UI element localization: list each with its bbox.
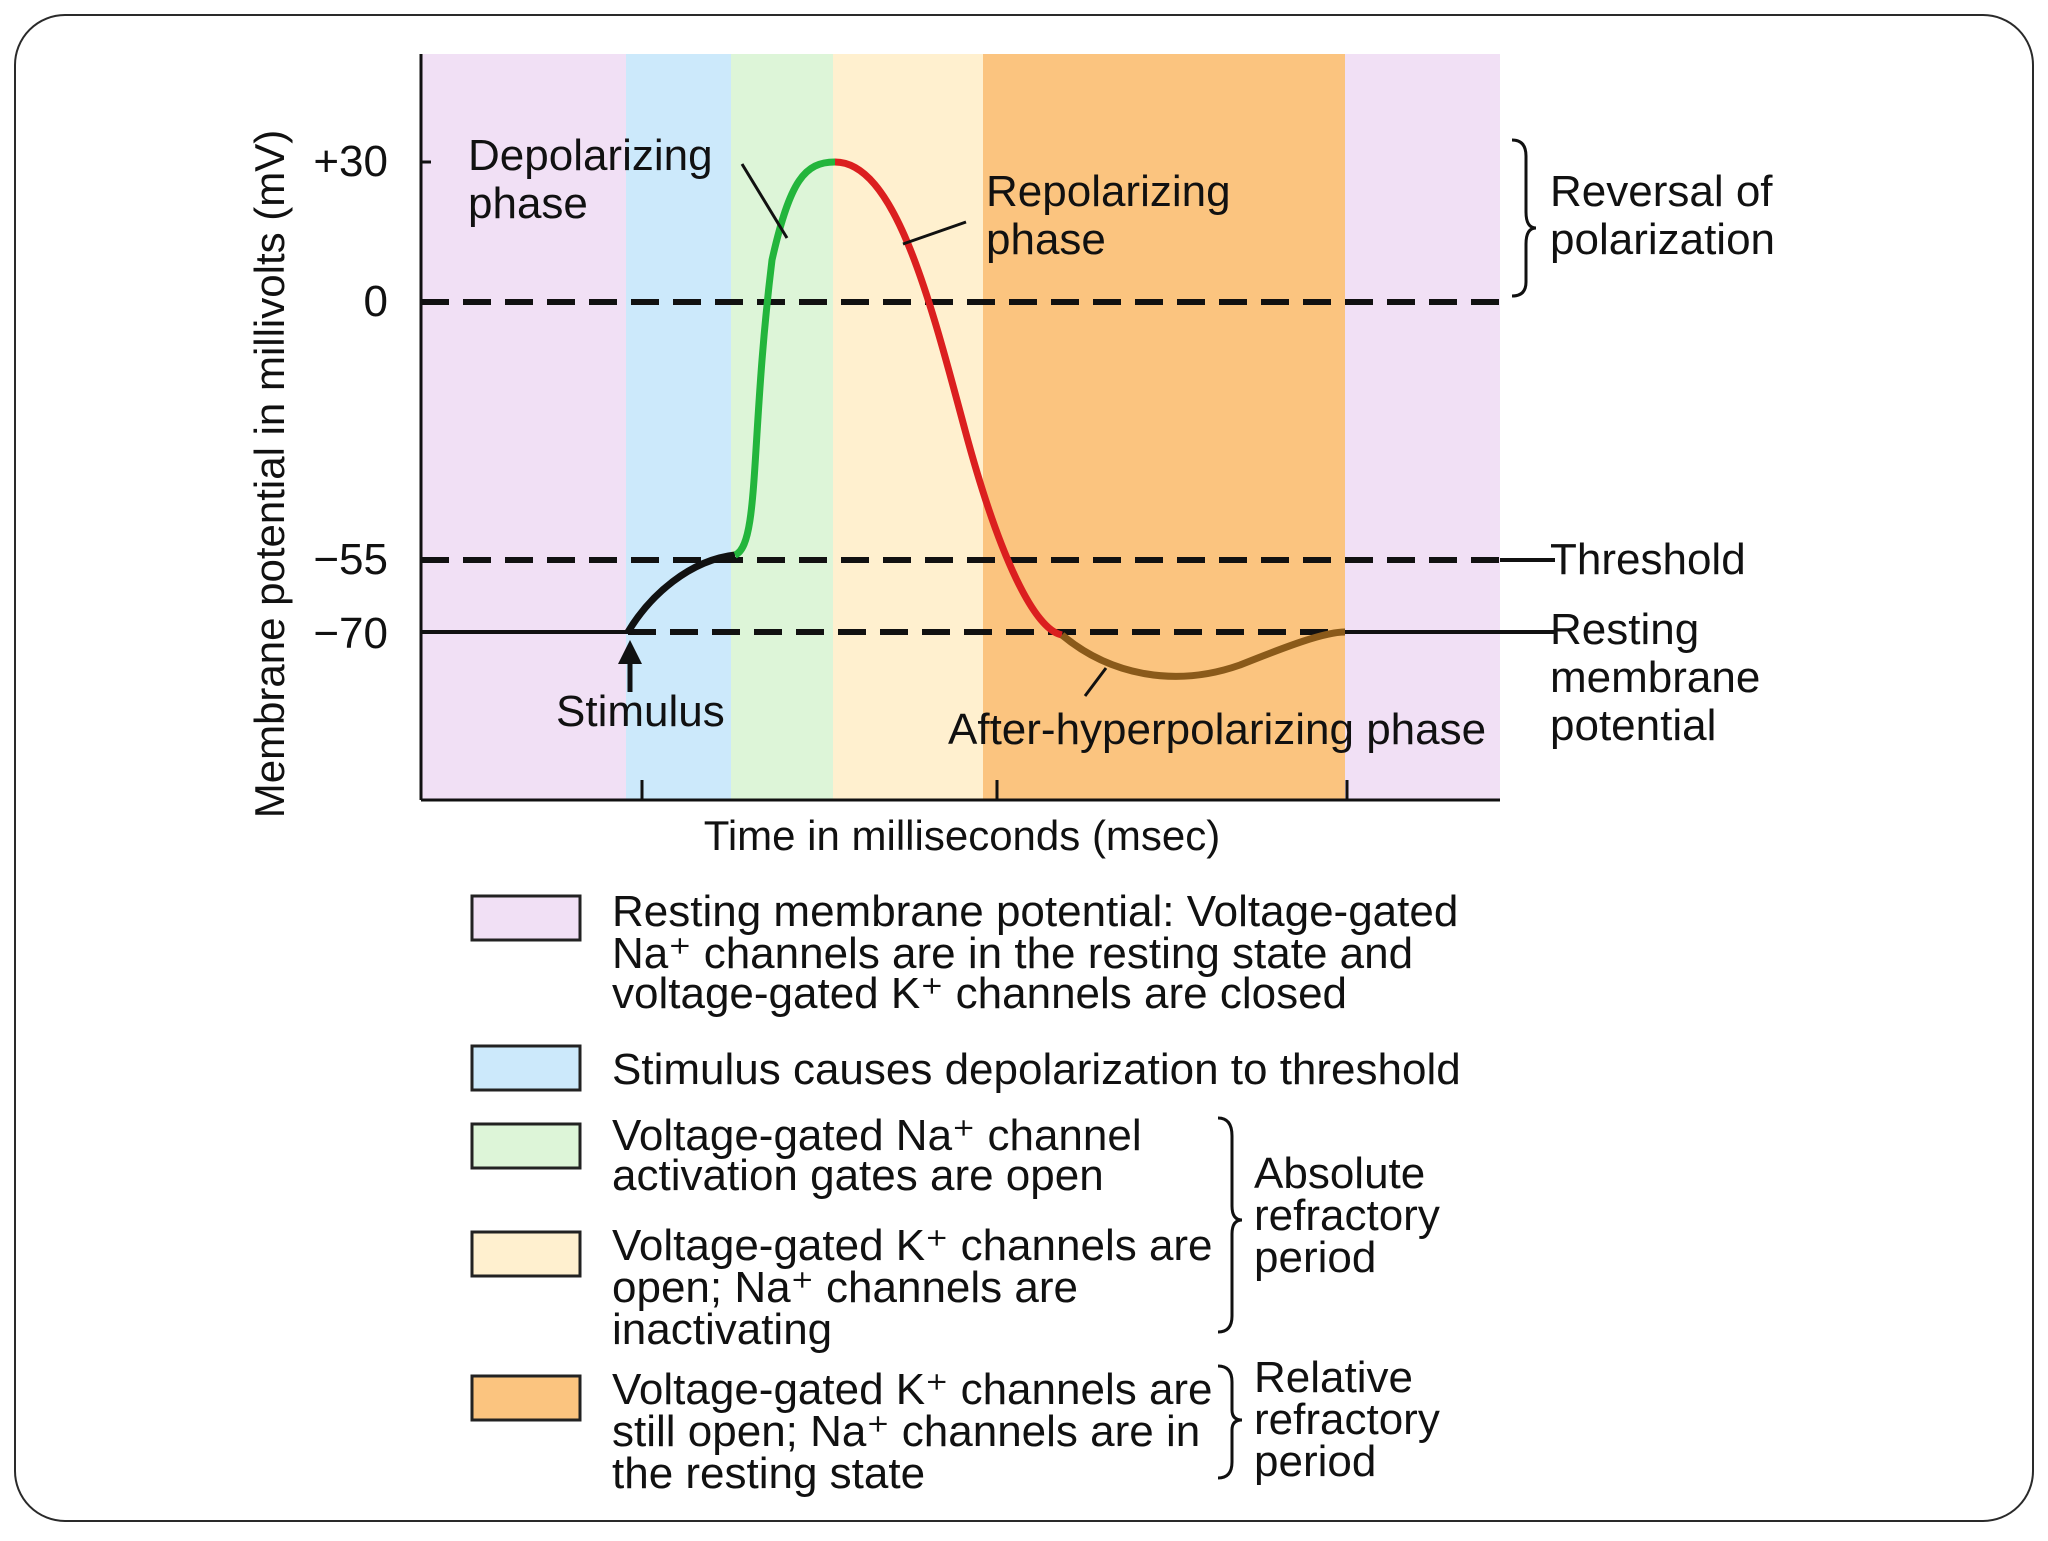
legend-item-4-line2: open; Na⁺ channels are	[612, 1263, 1078, 1312]
relative-refractory-line1: Relative	[1254, 1353, 1413, 1402]
resting-label-line3: potential	[1550, 701, 1716, 750]
legend-item-5-line3: the resting state	[612, 1449, 925, 1498]
legend-swatch-na-open	[470, 1122, 582, 1170]
threshold-label: Threshold	[1550, 535, 1746, 584]
phase-bands	[421, 54, 1500, 800]
band-k-still-open	[983, 54, 1345, 800]
y-tick-minus70: −70	[313, 609, 388, 658]
band-resting-left	[421, 54, 626, 800]
curve-stimulus-segment	[624, 551, 736, 634]
relative-refractory-line3: period	[1254, 1437, 1376, 1486]
legend-item-1-line2: Na⁺ channels are in the resting state an…	[612, 929, 1413, 978]
relative-refractory-brace	[1217, 1364, 1243, 1480]
y-tick-zero: 0	[364, 277, 388, 326]
repolarizing-pointer	[902, 220, 967, 246]
legend-item-4-line3: inactivating	[612, 1305, 832, 1354]
reversal-label-line1: Reversal of	[1550, 167, 1773, 216]
legend-swatch-k-open	[470, 1230, 582, 1278]
legend-item-5-line2: still open; Na⁺ channels are in	[612, 1407, 1200, 1456]
reference-lines	[421, 299, 1555, 635]
phase-labels: Depolarizing phase Repolarizing phase St…	[468, 131, 1486, 754]
band-na-open	[731, 54, 833, 800]
legend-swatch-stimulus	[470, 1044, 582, 1092]
absolute-refractory-line1: Absolute	[1254, 1149, 1425, 1198]
depolarizing-label-line1: Depolarizing	[468, 131, 713, 180]
stimulus-arrowhead	[618, 640, 642, 664]
y-axis-title: Membrane potential in millivolts (mV)	[246, 130, 293, 819]
x-axis-title: Time in milliseconds (msec)	[704, 812, 1221, 859]
axes	[419, 54, 1500, 802]
absolute-refractory-brace	[1217, 1116, 1243, 1334]
legend-swatch-resting	[470, 894, 582, 942]
absolute-refractory-line3: period	[1254, 1233, 1376, 1282]
legend-item-3-line1: Voltage-gated Na⁺ channel	[612, 1111, 1142, 1160]
legend-item-3-line2: activation gates are open	[612, 1151, 1104, 1200]
y-tick-labels: +30 0 −55 −70	[313, 137, 388, 658]
refractory-labels: Absolute refractory period Relative refr…	[1254, 1149, 1440, 1486]
after-hyperpolarizing-label: After-hyperpolarizing phase	[948, 705, 1486, 754]
stimulus-arrow	[618, 640, 642, 692]
reversal-brace	[1511, 138, 1537, 298]
legend-item-1-line1: Resting membrane potential: Voltage-gate…	[612, 887, 1458, 936]
legend: Resting membrane potential: Voltage-gate…	[470, 887, 1461, 1498]
curve-depolarizing-segment	[733, 158, 836, 559]
reversal-label-line2: polarization	[1550, 215, 1775, 264]
pointer-lines	[740, 163, 1108, 697]
legend-item-2-line1: Stimulus causes depolarization to thresh…	[612, 1045, 1461, 1094]
legend-item-5-line1: Voltage-gated K⁺ channels are	[612, 1365, 1213, 1414]
band-stimulus	[626, 54, 731, 800]
repolarizing-label-line1: Repolarizing	[986, 167, 1231, 216]
side-labels: Reversal of polarization Threshold Resti…	[1550, 167, 1775, 750]
legend-item-1-line3: voltage-gated K⁺ channels are closed	[612, 969, 1347, 1018]
legend-item-4-line1: Voltage-gated K⁺ channels are	[612, 1221, 1213, 1270]
relative-refractory-line2: refractory	[1254, 1395, 1440, 1444]
absolute-refractory-line2: refractory	[1254, 1191, 1440, 1240]
band-k-open	[833, 54, 983, 800]
legend-swatch-k-still-open	[470, 1374, 582, 1422]
action-potential-curve	[624, 158, 1346, 680]
after-hyperpolarizing-pointer	[1083, 667, 1108, 697]
resting-label-line1: Resting	[1550, 605, 1699, 654]
repolarizing-label-line2: phase	[986, 215, 1106, 264]
curve-after-hyperpolarizing-segment	[1059, 628, 1346, 680]
y-tick-plus30: +30	[313, 137, 388, 186]
depolarizing-label-line2: phase	[468, 179, 588, 228]
y-tick-minus55: −55	[313, 535, 388, 584]
band-resting-right	[1345, 54, 1500, 800]
curve-repolarizing-segment	[834, 158, 1064, 639]
resting-label-line2: membrane	[1550, 653, 1760, 702]
stimulus-label: Stimulus	[556, 687, 725, 736]
depolarizing-pointer	[740, 163, 789, 239]
